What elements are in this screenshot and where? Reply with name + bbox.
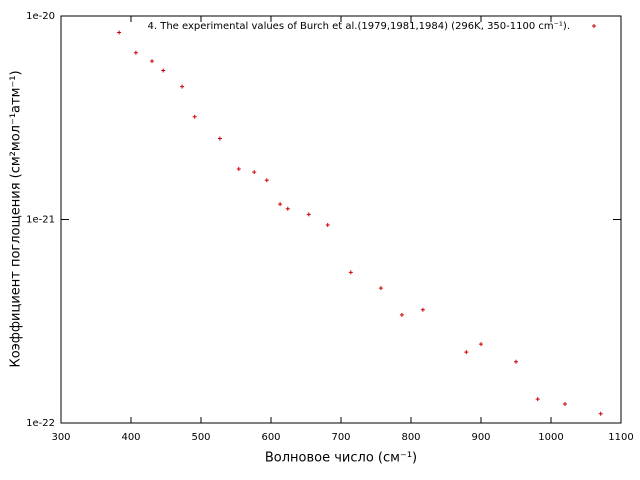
data-point xyxy=(150,59,154,64)
x-tick-label: 300 xyxy=(51,432,70,443)
data-point xyxy=(285,206,290,211)
data-point xyxy=(420,307,425,312)
data-point xyxy=(325,222,330,227)
x-axis-label: Волновое число (см⁻¹) xyxy=(265,451,417,466)
x-tick-label: 600 xyxy=(261,432,280,443)
data-point xyxy=(264,178,269,183)
legend-marker xyxy=(592,24,596,28)
x-tick-label: 700 xyxy=(331,432,350,443)
x-tick-label: 800 xyxy=(401,432,420,443)
data-point xyxy=(306,212,311,217)
data-point xyxy=(378,286,383,291)
x-tick-label: 1100 xyxy=(608,432,633,443)
y-tick-label: 1e-22 xyxy=(26,418,55,429)
x-tick-label: 500 xyxy=(191,432,210,443)
data-point xyxy=(161,68,166,73)
data-point xyxy=(217,136,222,141)
x-tick-label: 1000 xyxy=(538,432,563,443)
data-point xyxy=(535,397,540,402)
data-point xyxy=(348,270,353,275)
data-point xyxy=(563,401,567,406)
plot-frame xyxy=(60,15,622,424)
data-point xyxy=(278,202,283,207)
data-point xyxy=(399,312,404,317)
y-tick-label: 1e-21 xyxy=(26,215,55,226)
x-tick-label: 400 xyxy=(121,432,140,443)
y-axis-label: Коэффициент поглощения (см²мол⁻¹атм⁻¹) xyxy=(9,70,24,367)
data-point xyxy=(514,359,518,364)
data-point xyxy=(464,350,469,355)
data-point xyxy=(236,167,241,172)
data-point xyxy=(252,170,257,175)
data-point xyxy=(192,114,197,119)
data-point xyxy=(180,84,185,89)
data-point xyxy=(598,411,603,416)
data-point xyxy=(479,342,483,347)
legend-label: 4. The experimental values of Burch et a… xyxy=(148,21,571,32)
x-tick-label: 900 xyxy=(471,432,490,443)
y-tick-label: 1e-20 xyxy=(26,11,55,22)
data-point xyxy=(117,30,122,35)
data-point xyxy=(133,50,138,55)
